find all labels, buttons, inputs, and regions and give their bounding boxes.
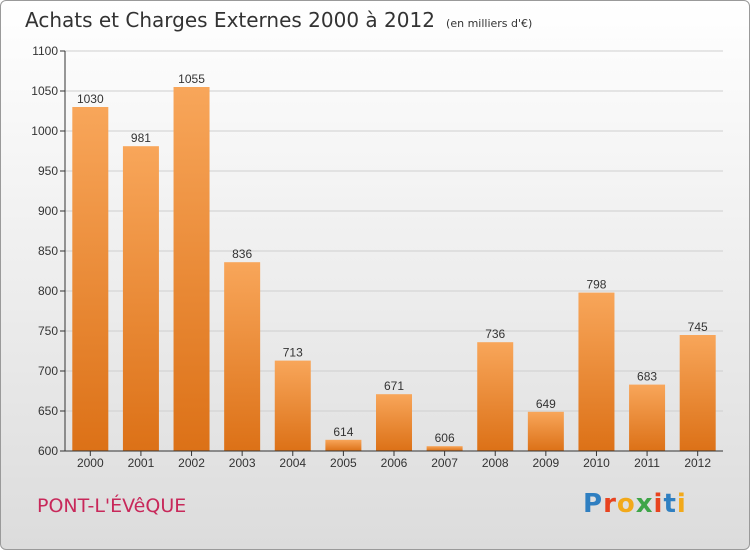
data-label: 798 — [586, 278, 606, 292]
brand-letter: o — [616, 489, 636, 519]
bar — [122, 146, 159, 451]
x-tick-label: 2007 — [431, 456, 458, 470]
brand-letter: i — [653, 489, 664, 519]
data-label: 736 — [485, 327, 505, 341]
bar — [527, 411, 564, 451]
bar — [325, 439, 362, 451]
bar — [274, 360, 311, 451]
x-tick-label: 2000 — [77, 456, 104, 470]
labels: 600 650 700 750 800 850 900 950 1000 1050 1100 1030… — [31, 44, 711, 470]
bar — [629, 384, 666, 451]
x-tick-label: 2001 — [128, 456, 155, 470]
bars — [72, 87, 716, 451]
y-tick-label: 950 — [38, 164, 58, 178]
data-label: 713 — [283, 346, 303, 360]
x-tick-label: 2010 — [583, 456, 610, 470]
x-tick-label: 2009 — [532, 456, 559, 470]
chart-unit: (en milliers d'€) — [446, 17, 533, 30]
data-label: 683 — [637, 370, 657, 384]
x-tick-label: 2011 — [634, 456, 660, 470]
brand-letter: t — [663, 489, 677, 519]
y-tick-label: 850 — [38, 244, 58, 258]
y-tick-label: 900 — [38, 204, 58, 218]
axes — [60, 50, 723, 456]
grid-lines — [65, 50, 723, 412]
bar — [426, 446, 463, 451]
x-tick-label: 2004 — [279, 456, 306, 470]
x-tick-label: 2005 — [330, 456, 357, 470]
chart-title: Achats et Charges Externes 2000 à 2012 — [25, 8, 435, 32]
data-label: 671 — [384, 379, 404, 393]
data-label: 614 — [333, 425, 353, 439]
brand-letter: r — [603, 489, 617, 519]
y-tick-label: 600 — [38, 444, 58, 458]
chart-title-block: Achats et Charges Externes 2000 à 2012 (… — [25, 8, 532, 32]
data-label: 649 — [536, 397, 556, 411]
y-tick-label: 650 — [38, 404, 58, 418]
bar — [72, 107, 109, 451]
brand-letter: x — [635, 489, 654, 519]
data-label: 1055 — [178, 72, 205, 86]
x-tick-label: 2012 — [684, 456, 711, 470]
x-tick-label: 2003 — [229, 456, 256, 470]
brand-letter: P — [583, 489, 604, 519]
data-label: 836 — [232, 247, 252, 261]
y-tick-label: 800 — [38, 284, 58, 298]
brand-letter: i — [676, 489, 687, 519]
x-tick-label: 2008 — [482, 456, 509, 470]
bar — [173, 87, 210, 451]
bar — [477, 342, 514, 451]
location-name: PONT-L'ÉVêQUE — [37, 495, 187, 517]
data-label: 606 — [435, 431, 455, 445]
y-tick-label: 750 — [38, 324, 58, 338]
data-label: 1030 — [77, 92, 104, 106]
bar — [224, 262, 261, 451]
x-tick-label: 2006 — [381, 456, 408, 470]
bar — [679, 335, 716, 451]
bar — [376, 394, 412, 451]
x-tick-label: 2002 — [178, 456, 205, 470]
y-tick-label: 1000 — [31, 124, 58, 138]
brand-logo: Proxiti — [583, 489, 687, 519]
y-tick-label: 700 — [38, 364, 58, 378]
y-tick-label: 1050 — [31, 84, 58, 98]
y-tick-label: 1100 — [32, 44, 58, 58]
data-label: 745 — [688, 320, 708, 334]
bar — [578, 292, 615, 451]
data-label: 981 — [131, 131, 151, 145]
